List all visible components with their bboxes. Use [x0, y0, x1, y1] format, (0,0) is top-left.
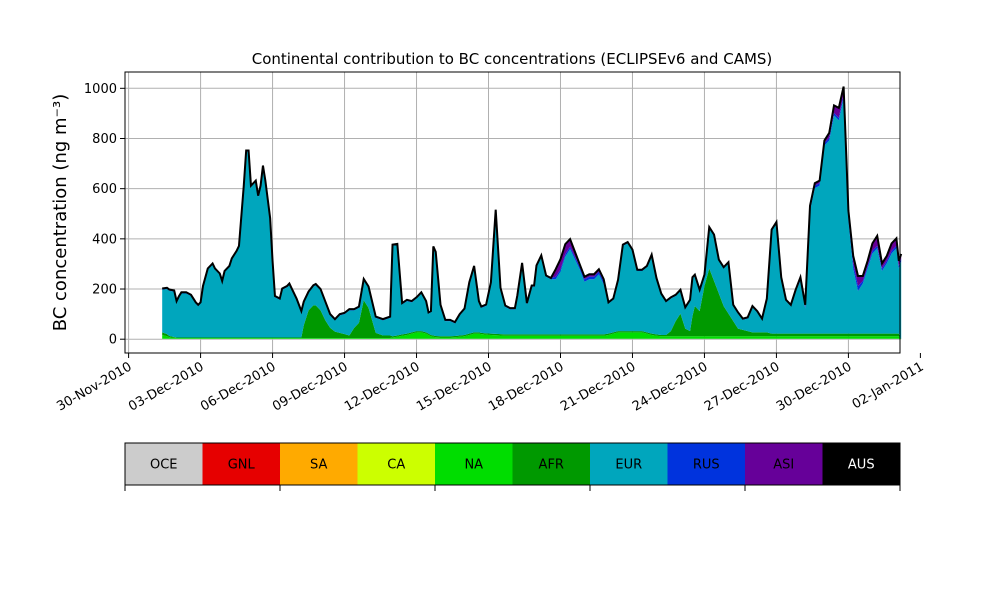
legend-swatch-gnl — [202, 443, 281, 485]
x-axis-ticks: 30-Nov-201003-Dec-201006-Dec-201009-Dec-… — [54, 353, 926, 415]
y-tick-label: 600 — [92, 182, 117, 197]
y-tick-label: 1000 — [84, 82, 117, 97]
area-na — [162, 332, 902, 340]
legend-label-na: NA — [464, 458, 483, 473]
legend-label-aus: AUS — [848, 458, 875, 473]
x-tick-label: 06-Dec-2010 — [198, 359, 278, 414]
legend-swatch-eur — [590, 443, 668, 485]
legend-swatch-sa — [280, 443, 358, 485]
total-line — [162, 86, 903, 324]
x-tick-label: 24-Dec-2010 — [630, 359, 710, 414]
legend-swatch-rus — [667, 443, 746, 485]
axes-frame — [124, 71, 901, 354]
legend-label-afr: AFR — [539, 458, 564, 473]
legend-label-eur: EUR — [615, 458, 642, 473]
chart-title: Continental contribution to BC concentra… — [252, 50, 773, 68]
legend-label-asi: ASI — [773, 458, 794, 473]
legend-swatch-ca — [357, 443, 436, 485]
legend-label-ca: CA — [387, 458, 405, 473]
legend-label-rus: RUS — [693, 458, 720, 473]
x-tick-label: 27-Dec-2010 — [702, 359, 782, 414]
x-tick-label: 30-Nov-2010 — [54, 359, 134, 414]
stacked-areas — [162, 86, 902, 340]
area-afr — [162, 268, 902, 340]
legend-label-gnl: GNL — [228, 458, 256, 473]
y-tick-label: 800 — [92, 132, 117, 147]
x-tick-label: 09-Dec-2010 — [270, 359, 350, 414]
area-oce — [162, 338, 902, 340]
y-tick-label: 400 — [92, 232, 117, 247]
legend-label-sa: SA — [310, 458, 327, 473]
area-eur — [162, 97, 902, 340]
x-tick-label: 03-Dec-2010 — [126, 359, 206, 414]
y-tick-label: 200 — [92, 283, 117, 298]
x-tick-label: 21-Dec-2010 — [558, 359, 638, 414]
legend-swatch-afr — [512, 443, 591, 485]
x-tick-label: 18-Dec-2010 — [486, 359, 566, 414]
legend-swatch-aus — [822, 443, 901, 485]
legend-swatch-asi — [745, 443, 823, 485]
legend-swatch-na — [435, 443, 513, 485]
x-tick-label: 12-Dec-2010 — [342, 359, 422, 414]
x-tick-label: 30-Dec-2010 — [774, 359, 854, 414]
y-axis-label: BC concentration (ng m⁻³) — [50, 94, 71, 332]
legend-frame — [124, 442, 901, 486]
x-tick-label: 15-Dec-2010 — [414, 359, 494, 414]
legend-colorbar: OCE GNL SA CA NA AFR EUR RUS ASI AUS — [124, 442, 901, 491]
y-axis-ticks: 0 200 400 600 800 1000 — [84, 82, 125, 348]
legend-label-oce: OCE — [150, 458, 178, 473]
x-tick-label: 02-Jan-2011 — [850, 359, 927, 412]
y-tick-label: 0 — [109, 333, 117, 348]
legend-swatch-oce — [125, 443, 203, 485]
